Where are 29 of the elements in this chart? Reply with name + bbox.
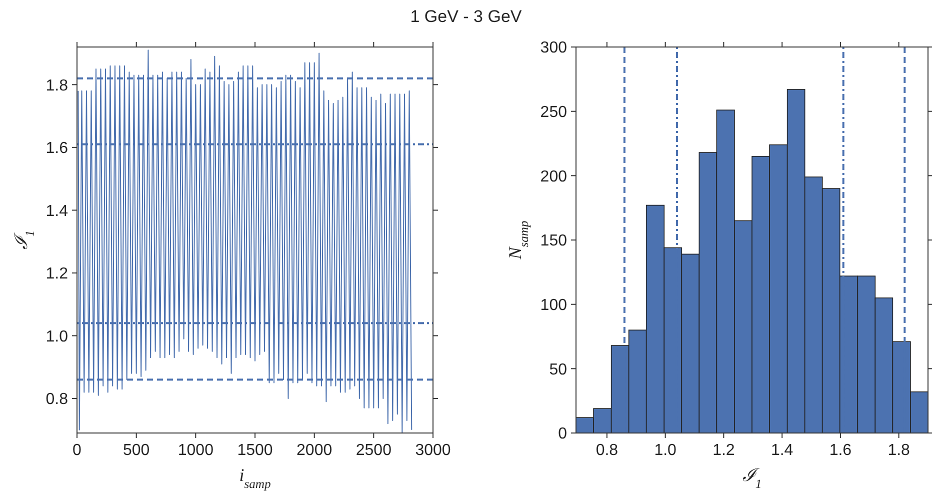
y-tick-label: 300 bbox=[540, 40, 568, 57]
y-tick-label: 1.2 bbox=[46, 266, 68, 283]
x-axis-title: i$_{samp}$ bbox=[239, 465, 271, 491]
x-tick-label: 1.0 bbox=[654, 442, 677, 459]
y-tick-label: 1.0 bbox=[46, 328, 68, 346]
x-tick-label: 1500 bbox=[237, 442, 273, 459]
y-tick-label: 0 bbox=[558, 426, 568, 443]
x-tick-label: 2500 bbox=[356, 442, 392, 459]
x-tick-label: 1.4 bbox=[770, 442, 794, 459]
y-tick-label: 50 bbox=[549, 361, 568, 378]
chart-title: 1 GeV - 3 GeV bbox=[410, 7, 522, 26]
x-tick-label: 1.6 bbox=[829, 442, 852, 459]
y-tick-label: 1.6 bbox=[46, 140, 68, 158]
y-tick-label: 200 bbox=[540, 168, 568, 186]
x-tick-label: 3000 bbox=[415, 442, 451, 459]
y-tick-label: 0.8 bbox=[46, 391, 68, 408]
x-axis-title: ℐ$_{1}$ bbox=[742, 465, 762, 491]
x-tick-label: 1.2 bbox=[712, 442, 735, 459]
y-tick-label: 1.4 bbox=[46, 202, 68, 220]
x-tick-label: 1.8 bbox=[888, 442, 910, 459]
y-tick-label: 250 bbox=[540, 104, 568, 121]
y-tick-label: 150 bbox=[540, 232, 568, 250]
y-tick-label: 100 bbox=[540, 296, 568, 314]
y-tick-label: 1.8 bbox=[46, 77, 68, 94]
x-tick-label: 0.8 bbox=[596, 442, 618, 459]
x-tick-label: 1000 bbox=[178, 442, 214, 459]
x-tick-label: 2000 bbox=[296, 442, 332, 459]
x-tick-label: 500 bbox=[122, 442, 150, 459]
x-tick-label: 0 bbox=[72, 442, 82, 459]
